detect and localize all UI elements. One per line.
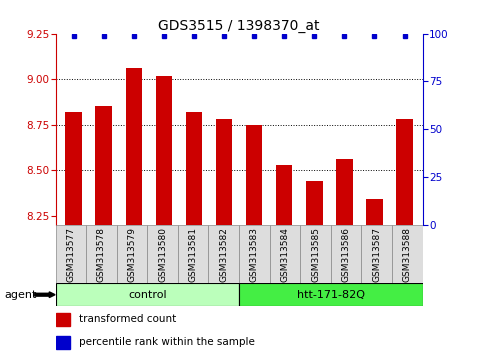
Text: GSM313588: GSM313588 <box>403 227 412 282</box>
Text: GSM313586: GSM313586 <box>341 227 351 282</box>
Text: GSM313581: GSM313581 <box>189 227 198 282</box>
Text: GSM313577: GSM313577 <box>66 227 75 282</box>
Text: GSM313583: GSM313583 <box>250 227 259 282</box>
Bar <box>216 119 232 354</box>
Text: GSM313580: GSM313580 <box>158 227 167 282</box>
Bar <box>366 199 383 354</box>
Bar <box>306 181 323 354</box>
Bar <box>147 225 178 283</box>
Bar <box>56 283 239 306</box>
Bar <box>185 112 202 354</box>
Text: GSM313585: GSM313585 <box>311 227 320 282</box>
Bar <box>276 165 293 354</box>
Bar <box>65 112 82 354</box>
Text: transformed count: transformed count <box>79 314 177 325</box>
Bar <box>56 313 70 326</box>
Text: GSM313582: GSM313582 <box>219 227 228 282</box>
Text: control: control <box>128 290 167 300</box>
Bar <box>300 225 331 283</box>
Bar <box>126 68 142 354</box>
Bar <box>396 119 413 354</box>
Bar <box>156 75 172 354</box>
Bar <box>239 225 270 283</box>
Bar <box>361 225 392 283</box>
Bar <box>239 283 423 306</box>
Bar <box>209 225 239 283</box>
Text: percentile rank within the sample: percentile rank within the sample <box>79 337 256 348</box>
Text: agent: agent <box>5 290 37 300</box>
Text: htt-171-82Q: htt-171-82Q <box>297 290 365 300</box>
Bar <box>96 107 112 354</box>
Bar <box>86 225 117 283</box>
Bar <box>336 159 353 354</box>
Bar <box>270 225 300 283</box>
Text: GSM313584: GSM313584 <box>281 227 289 282</box>
Bar <box>56 225 86 283</box>
Text: GSM313579: GSM313579 <box>128 227 137 282</box>
Bar <box>392 225 423 283</box>
Text: GSM313578: GSM313578 <box>97 227 106 282</box>
Bar <box>117 225 147 283</box>
Title: GDS3515 / 1398370_at: GDS3515 / 1398370_at <box>158 19 320 33</box>
Bar <box>246 125 262 354</box>
Bar <box>178 225 209 283</box>
Text: GSM313587: GSM313587 <box>372 227 381 282</box>
Bar <box>56 336 70 349</box>
Bar <box>331 225 361 283</box>
